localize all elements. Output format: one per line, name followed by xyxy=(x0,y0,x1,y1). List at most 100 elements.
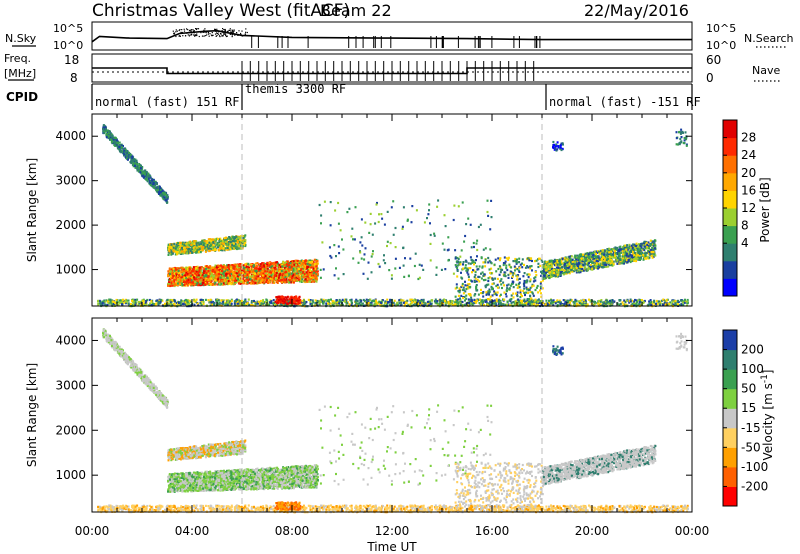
power-cell xyxy=(306,265,309,269)
power-cell xyxy=(119,147,122,150)
power-cell xyxy=(249,276,251,279)
cpid-segment-3: normal (fast) -151 RF xyxy=(549,95,701,109)
power-cell xyxy=(174,247,177,250)
power-cell xyxy=(297,268,300,271)
sky-noise-dot xyxy=(186,28,188,30)
power-cell xyxy=(210,244,213,247)
power-cell xyxy=(251,270,254,273)
power-cell xyxy=(133,164,136,168)
power-cell xyxy=(198,243,201,246)
power-cell xyxy=(242,237,245,240)
power-cell xyxy=(295,272,298,275)
power-cell xyxy=(186,252,189,255)
power-cell xyxy=(152,182,155,185)
power-cell xyxy=(188,299,191,302)
power-cell xyxy=(288,273,291,276)
sky-noise-dot xyxy=(188,30,191,32)
power-cell xyxy=(112,138,115,141)
power-cell xyxy=(302,260,304,263)
power-cell xyxy=(275,271,278,275)
power-cell xyxy=(170,253,173,256)
sky-noise-dot xyxy=(200,31,202,33)
sky-noise-dot xyxy=(221,30,223,32)
sky-noise-dot xyxy=(195,34,197,36)
cpid-label: CPID xyxy=(6,90,38,104)
power-cell xyxy=(161,196,164,199)
power-cell xyxy=(202,284,205,287)
power-cell xyxy=(264,268,267,272)
power-cell xyxy=(245,265,248,268)
power-cell xyxy=(184,267,187,270)
power-cell xyxy=(274,275,277,278)
sky-noise-dot xyxy=(229,29,231,31)
power-cell xyxy=(205,274,208,278)
sky-noise-dot xyxy=(222,35,224,37)
power-cell xyxy=(219,246,221,249)
power-cell xyxy=(171,284,174,287)
power-cell xyxy=(189,240,192,243)
power-cell xyxy=(202,278,205,281)
power-cell xyxy=(189,281,192,284)
power-cell xyxy=(225,267,227,270)
power-cell xyxy=(191,241,194,244)
power-cell xyxy=(179,248,182,251)
sky-noise-dot xyxy=(218,31,220,33)
power-cell xyxy=(136,168,139,172)
power-cell xyxy=(219,276,222,279)
power-cell xyxy=(232,274,235,277)
power-cell xyxy=(211,246,214,249)
sky-noise-dot xyxy=(216,30,218,32)
sky-noise-dot xyxy=(231,34,233,36)
power-cell xyxy=(166,195,169,199)
power-cell xyxy=(223,268,226,271)
power-cell xyxy=(275,280,278,283)
power-cell xyxy=(255,262,258,265)
freq-label: Freq. xyxy=(4,52,31,65)
sky-noise-dot xyxy=(196,33,198,35)
power-cell xyxy=(224,247,227,250)
power-cell xyxy=(548,299,550,302)
power-cell xyxy=(104,303,107,306)
sky-noise-dot xyxy=(230,33,232,35)
power-cell xyxy=(215,269,218,272)
power-cell xyxy=(217,270,220,274)
power-cell xyxy=(223,247,226,250)
sky-noise-dot xyxy=(225,35,227,38)
power-cell xyxy=(313,273,316,276)
power-cell xyxy=(230,283,233,286)
power-cell xyxy=(289,274,292,277)
power-cell xyxy=(197,250,200,253)
power-cell xyxy=(181,244,184,247)
power-cell xyxy=(231,244,234,247)
power-cell xyxy=(188,273,191,276)
sky-noise-dot xyxy=(203,29,205,31)
power-cell xyxy=(256,273,259,276)
power-cell xyxy=(680,303,683,306)
power-cell xyxy=(118,148,121,151)
freq-unit-label: [MHz] xyxy=(4,67,36,80)
power-cell xyxy=(258,266,261,269)
power-cell xyxy=(176,282,179,285)
power-cell xyxy=(136,167,139,170)
power-cell xyxy=(181,242,184,245)
power-cell xyxy=(200,247,203,250)
power-cell xyxy=(254,282,257,285)
power-cell xyxy=(228,241,230,244)
power-cell xyxy=(312,272,315,275)
sky-noise-dot xyxy=(216,28,218,30)
power-cell xyxy=(134,163,137,166)
power-cell xyxy=(173,279,176,282)
power-cell xyxy=(145,170,148,174)
power-cell xyxy=(618,299,621,302)
sky-noise-dot xyxy=(194,35,196,37)
power-cell xyxy=(290,265,293,268)
power-cell xyxy=(230,270,233,273)
power-cell xyxy=(224,248,227,251)
power-cell xyxy=(227,265,230,269)
power-cell xyxy=(185,281,188,284)
power-cell xyxy=(257,263,260,266)
power-cell xyxy=(249,278,252,281)
power-cell xyxy=(191,247,194,250)
power-cell xyxy=(133,160,136,163)
power-cell xyxy=(179,277,182,280)
